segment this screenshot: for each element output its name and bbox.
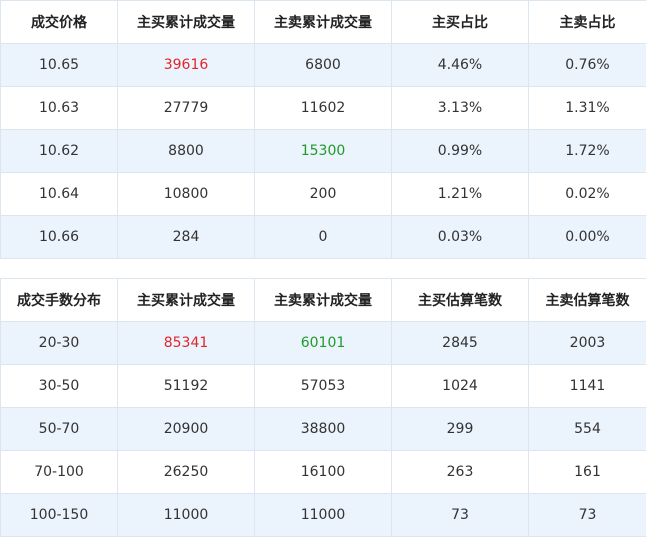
cell-sell-count: 161 xyxy=(528,450,646,494)
header-sell-ratio: 主卖占比 xyxy=(528,0,646,44)
cell-sell-ratio: 0.00% xyxy=(528,215,646,259)
table-header-row: 成交价格 主买累计成交量 主卖累计成交量 主买占比 主卖占比 xyxy=(0,0,646,44)
cell-sell-ratio: 1.72% xyxy=(528,129,646,173)
table-row: 100-150 11000 11000 73 73 xyxy=(0,493,646,537)
cell-buy-count: 2845 xyxy=(391,321,529,365)
cell-buy-count: 263 xyxy=(391,450,529,494)
cell-sell-volume: 0 xyxy=(254,215,392,259)
table-row: 70-100 26250 16100 263 161 xyxy=(0,450,646,494)
cell-sell-ratio: 0.76% xyxy=(528,43,646,87)
cell-buy-volume: 39616 xyxy=(117,43,255,87)
table-row: 10.62 8800 15300 0.99% 1.72% xyxy=(0,129,646,173)
cell-sell-volume: 38800 xyxy=(254,407,392,451)
cell-price: 10.64 xyxy=(0,172,118,216)
cell-sell-volume: 6800 xyxy=(254,43,392,87)
cell-buy-volume: 27779 xyxy=(117,86,255,130)
lot-distribution-table: 成交手数分布 主买累计成交量 主卖累计成交量 主买估算笔数 主卖估算笔数 20-… xyxy=(0,278,646,537)
table-row: 10.65 39616 6800 4.46% 0.76% xyxy=(0,43,646,87)
cell-sell-volume: 200 xyxy=(254,172,392,216)
cell-buy-ratio: 4.46% xyxy=(391,43,529,87)
cell-sell-ratio: 0.02% xyxy=(528,172,646,216)
header-sell-volume: 主卖累计成交量 xyxy=(254,278,392,322)
cell-buy-volume: 85341 xyxy=(117,321,255,365)
cell-sell-volume: 60101 xyxy=(254,321,392,365)
cell-lot-range: 50-70 xyxy=(0,407,118,451)
cell-buy-count: 73 xyxy=(391,493,529,537)
cell-sell-volume: 11000 xyxy=(254,493,392,537)
price-distribution-table: 成交价格 主买累计成交量 主卖累计成交量 主买占比 主卖占比 10.65 396… xyxy=(0,0,646,259)
cell-lot-range: 30-50 xyxy=(0,364,118,408)
cell-sell-volume: 57053 xyxy=(254,364,392,408)
table-spacer xyxy=(0,259,646,278)
header-buy-volume: 主买累计成交量 xyxy=(117,0,255,44)
table-row: 30-50 51192 57053 1024 1141 xyxy=(0,364,646,408)
table-row: 10.66 284 0 0.03% 0.00% xyxy=(0,215,646,259)
cell-sell-ratio: 1.31% xyxy=(528,86,646,130)
cell-buy-count: 299 xyxy=(391,407,529,451)
cell-buy-volume: 20900 xyxy=(117,407,255,451)
table-row: 50-70 20900 38800 299 554 xyxy=(0,407,646,451)
cell-buy-ratio: 3.13% xyxy=(391,86,529,130)
cell-sell-count: 554 xyxy=(528,407,646,451)
cell-price: 10.66 xyxy=(0,215,118,259)
header-buy-count: 主买估算笔数 xyxy=(391,278,529,322)
cell-buy-ratio: 0.03% xyxy=(391,215,529,259)
cell-buy-ratio: 0.99% xyxy=(391,129,529,173)
header-lot-range: 成交手数分布 xyxy=(0,278,118,322)
table-header-row: 成交手数分布 主买累计成交量 主卖累计成交量 主买估算笔数 主卖估算笔数 xyxy=(0,278,646,322)
table-row: 20-30 85341 60101 2845 2003 xyxy=(0,321,646,365)
cell-price: 10.65 xyxy=(0,43,118,87)
cell-buy-volume: 284 xyxy=(117,215,255,259)
cell-sell-count: 73 xyxy=(528,493,646,537)
cell-buy-volume: 51192 xyxy=(117,364,255,408)
cell-sell-volume: 15300 xyxy=(254,129,392,173)
cell-sell-count: 1141 xyxy=(528,364,646,408)
cell-lot-range: 20-30 xyxy=(0,321,118,365)
cell-buy-volume: 26250 xyxy=(117,450,255,494)
cell-lot-range: 70-100 xyxy=(0,450,118,494)
cell-buy-volume: 10800 xyxy=(117,172,255,216)
cell-sell-volume: 16100 xyxy=(254,450,392,494)
header-buy-volume: 主买累计成交量 xyxy=(117,278,255,322)
header-sell-volume: 主卖累计成交量 xyxy=(254,0,392,44)
cell-sell-count: 2003 xyxy=(528,321,646,365)
table-row: 10.63 27779 11602 3.13% 1.31% xyxy=(0,86,646,130)
header-sell-count: 主卖估算笔数 xyxy=(528,278,646,322)
cell-price: 10.63 xyxy=(0,86,118,130)
cell-buy-volume: 8800 xyxy=(117,129,255,173)
header-trade-price: 成交价格 xyxy=(0,0,118,44)
cell-lot-range: 100-150 xyxy=(0,493,118,537)
table-row: 10.64 10800 200 1.21% 0.02% xyxy=(0,172,646,216)
header-buy-ratio: 主买占比 xyxy=(391,0,529,44)
cell-buy-volume: 11000 xyxy=(117,493,255,537)
cell-buy-count: 1024 xyxy=(391,364,529,408)
cell-buy-ratio: 1.21% xyxy=(391,172,529,216)
cell-price: 10.62 xyxy=(0,129,118,173)
cell-sell-volume: 11602 xyxy=(254,86,392,130)
